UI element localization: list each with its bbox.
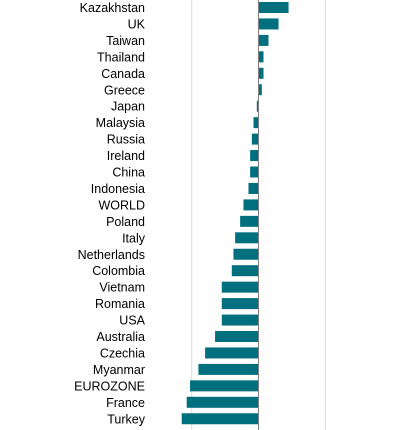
category-label: Taiwan	[106, 34, 145, 48]
bar	[251, 133, 259, 145]
category-label: Netherlands	[78, 248, 145, 262]
category-label: Turkey	[107, 412, 145, 426]
bars	[181, 2, 289, 425]
bar	[190, 380, 259, 392]
category-label: Italy	[122, 231, 146, 245]
category-label: Indonesia	[91, 182, 145, 196]
category-label: Greece	[104, 83, 145, 97]
category-label: Czechia	[100, 346, 145, 360]
category-label: USA	[119, 314, 145, 328]
bar	[198, 363, 259, 375]
category-label: Colombia	[92, 264, 145, 278]
category-label: Kazakhstan	[80, 1, 145, 15]
category-label: Thailand	[97, 50, 145, 64]
category-label: Malaysia	[96, 116, 145, 130]
category-label: Canada	[101, 67, 145, 81]
category-label: China	[112, 166, 145, 180]
category-label: Myanmar	[93, 363, 145, 377]
bar	[243, 199, 259, 211]
bar	[221, 281, 259, 293]
bar	[253, 117, 259, 129]
category-labels: Kazakhstan UK Taiwan Thailand Canada Greece Ja…	[74, 1, 146, 426]
bar	[258, 51, 264, 63]
bar	[181, 413, 259, 425]
bar	[215, 331, 259, 342]
bar	[233, 248, 259, 260]
grid-lines	[191, 0, 326, 430]
bar	[258, 84, 262, 96]
bar	[205, 347, 259, 359]
category-label: Russia	[107, 133, 145, 147]
bar	[256, 100, 259, 112]
category-label: WORLD	[98, 198, 145, 212]
category-label: France	[106, 396, 145, 410]
bar	[240, 215, 259, 227]
category-label: UK	[128, 17, 146, 31]
category-label: Vietnam	[99, 281, 145, 295]
category-label: Japan	[111, 100, 145, 114]
bar	[250, 166, 259, 178]
bar	[221, 298, 259, 310]
category-label: Ireland	[107, 149, 145, 163]
category-label: Australia	[96, 330, 145, 344]
category-label: EUROZONE	[74, 379, 145, 393]
category-label: Poland	[106, 215, 145, 229]
bar	[250, 150, 259, 162]
bar	[248, 182, 259, 194]
bar	[258, 67, 264, 79]
category-label: Romania	[95, 297, 145, 311]
bar	[186, 396, 259, 408]
bar	[235, 232, 259, 244]
bar	[258, 34, 269, 46]
bar	[258, 18, 279, 30]
bar	[221, 314, 259, 326]
bar	[258, 2, 289, 13]
bar	[231, 265, 259, 277]
